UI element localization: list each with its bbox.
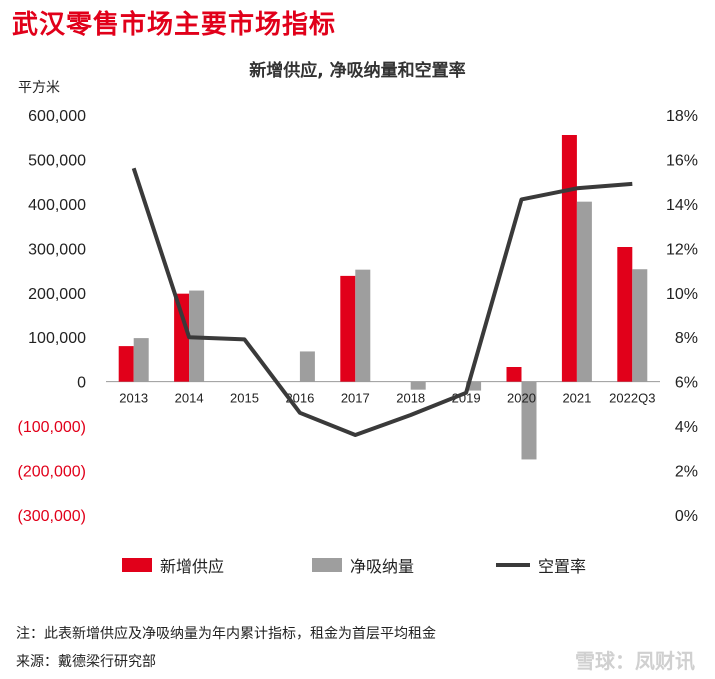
right-tick-label: 10% <box>666 286 698 303</box>
x-tick-label: 2018 <box>396 391 425 406</box>
bar-absorption <box>632 269 648 382</box>
legend-swatch-vacancy <box>496 563 530 567</box>
bar-series <box>118 135 648 460</box>
left-tick-label: 300,000 <box>28 241 86 258</box>
bar-supply <box>118 346 134 382</box>
legend-item-vacancy: 空置率 <box>496 553 586 577</box>
right-tick-label: 0% <box>675 508 698 525</box>
right-tick-label: 12% <box>666 241 698 258</box>
left-tick-label: 400,000 <box>28 197 86 214</box>
y-axis-unit-label: 平方米 <box>18 80 60 96</box>
right-axis: 18% 16% 14% 12% 10% 8% 6% 4% 2% 0% <box>666 108 698 525</box>
left-tick-label: 600,000 <box>28 108 86 125</box>
legend-label-supply: 新增供应 <box>160 557 225 576</box>
bar-supply <box>506 367 522 382</box>
bar-absorption <box>576 201 592 382</box>
x-tick-label: 2014 <box>175 391 204 406</box>
left-axis: 600,000 500,000 400,000 300,000 200,000 100,0… <box>18 108 87 525</box>
vacancy-line <box>131 167 633 437</box>
left-tick-label: 0 <box>77 375 86 392</box>
x-tick-label: 2013 <box>119 391 148 406</box>
left-tick-label: 500,000 <box>28 152 86 169</box>
source-note: 来源：戴德梁行研究部 <box>16 654 156 670</box>
left-tick-label: (100,000) <box>18 419 87 436</box>
page-title: 武汉零售市场主要市场指标 <box>12 10 337 40</box>
right-tick-label: 8% <box>675 330 698 347</box>
bar-absorption <box>299 351 315 382</box>
right-tick-label: 4% <box>675 419 698 436</box>
right-tick-label: 2% <box>675 464 698 481</box>
left-tick-label: (300,000) <box>18 508 87 525</box>
x-tick-label: 2020 <box>507 391 536 406</box>
bar-supply <box>617 247 633 382</box>
chart-title: 新增供应, 净吸纳量和空置率 <box>249 61 466 81</box>
legend: 新增供应 净吸纳量 空置率 <box>0 553 715 577</box>
right-tick-label: 18% <box>666 108 698 125</box>
left-tick-label: 200,000 <box>28 286 86 303</box>
bar-absorption <box>466 381 482 391</box>
legend-label-vacancy: 空置率 <box>538 557 587 576</box>
legend-swatch-supply <box>122 558 152 572</box>
footnote: 注：此表新增供应及净吸纳量为年内累计指标，租金为首层平均租金 <box>16 626 436 642</box>
right-tick-label: 6% <box>675 375 698 392</box>
legend-item-supply: 新增供应 <box>122 553 224 577</box>
bar-absorption <box>521 381 537 460</box>
right-tick-label: 14% <box>666 197 698 214</box>
bar-absorption <box>355 269 371 382</box>
bar-supply <box>561 135 577 382</box>
x-tick-label: 2017 <box>341 391 370 406</box>
left-tick-label: 100,000 <box>28 330 86 347</box>
x-axis: 2013 2014 2015 2016 2017 2018 2019 2020 2021 2022… <box>119 391 655 406</box>
legend-item-absorption: 净吸纳量 <box>312 553 414 577</box>
legend-swatch-absorption <box>312 558 342 572</box>
bar-supply <box>174 293 190 382</box>
right-tick-label: 16% <box>666 152 698 169</box>
x-tick-label: 2021 <box>562 391 591 406</box>
x-tick-label: 2022Q3 <box>609 391 655 406</box>
bar-absorption <box>410 381 426 390</box>
x-tick-label: 2015 <box>230 391 259 406</box>
legend-label-absorption: 净吸纳量 <box>350 557 415 576</box>
watermark: 雪球：凤财讯 <box>575 649 695 673</box>
bar-supply <box>340 275 356 382</box>
bar-absorption <box>133 338 149 382</box>
left-tick-label: (200,000) <box>18 464 87 481</box>
